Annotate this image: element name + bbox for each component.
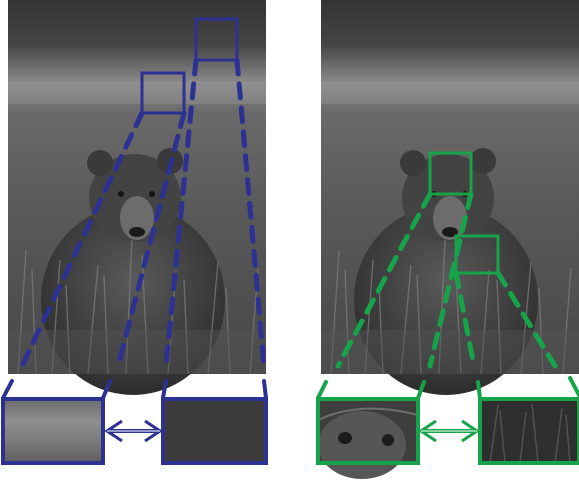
- right-projection-line-b1: [453, 270, 477, 369]
- right-projection-line-a1: [335, 191, 433, 369]
- left-double-headed-arrow-icon: [104, 419, 163, 443]
- left-projection-line-b2: [234, 57, 267, 369]
- left-selection-box-1[interactable]: [194, 17, 239, 62]
- right-patch-b[interactable]: [478, 397, 579, 465]
- left-projection-line-a1: [19, 110, 145, 369]
- right-patch-a[interactable]: [316, 397, 420, 479]
- right-selection-box-1[interactable]: [428, 151, 473, 196]
- left-projection-line-a2: [115, 110, 187, 369]
- right-projection-line-a2: [427, 191, 474, 369]
- left-patch-a[interactable]: [1, 397, 105, 465]
- right-bear-photo: [320, 0, 579, 396]
- left-selection-box-2[interactable]: [140, 71, 186, 115]
- right-panel: [316, 0, 579, 479]
- left-patch-b[interactable]: [161, 397, 268, 465]
- left-panel: [1, 0, 268, 465]
- right-double-headed-arrow-icon: [418, 419, 480, 443]
- left-projection-line-b1: [163, 57, 199, 369]
- right-projection-line-b2: [495, 270, 558, 369]
